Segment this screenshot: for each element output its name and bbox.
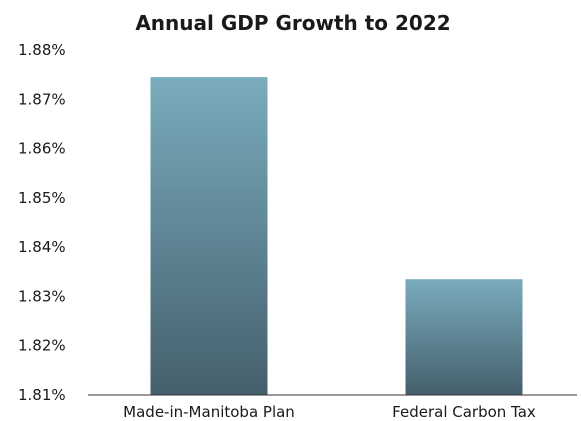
bar bbox=[405, 279, 523, 395]
y-tick-label: 1.81% bbox=[18, 386, 66, 404]
y-tick-label: 1.83% bbox=[18, 287, 66, 305]
y-tick-label: 1.84% bbox=[18, 238, 66, 256]
y-tick-label: 1.88% bbox=[18, 41, 66, 59]
bars-group bbox=[150, 77, 523, 395]
y-axis-ticks: 1.81% 1.82% 1.83% 1.84% 1.85% 1.86% 1.87% 1.88% bbox=[18, 41, 66, 404]
y-tick-label: 1.87% bbox=[18, 90, 66, 108]
x-category-label: Federal Carbon Tax bbox=[392, 403, 536, 421]
x-category-label: Made-in-Manitoba Plan bbox=[123, 403, 295, 421]
y-tick-label: 1.82% bbox=[18, 337, 66, 355]
chart-title: Annual GDP Growth to 2022 bbox=[135, 11, 450, 35]
x-axis-labels: Made-in-Manitoba Plan Federal Carbon Tax bbox=[123, 403, 536, 421]
y-tick-label: 1.85% bbox=[18, 189, 66, 207]
bar bbox=[150, 77, 268, 395]
y-tick-label: 1.86% bbox=[18, 140, 66, 158]
